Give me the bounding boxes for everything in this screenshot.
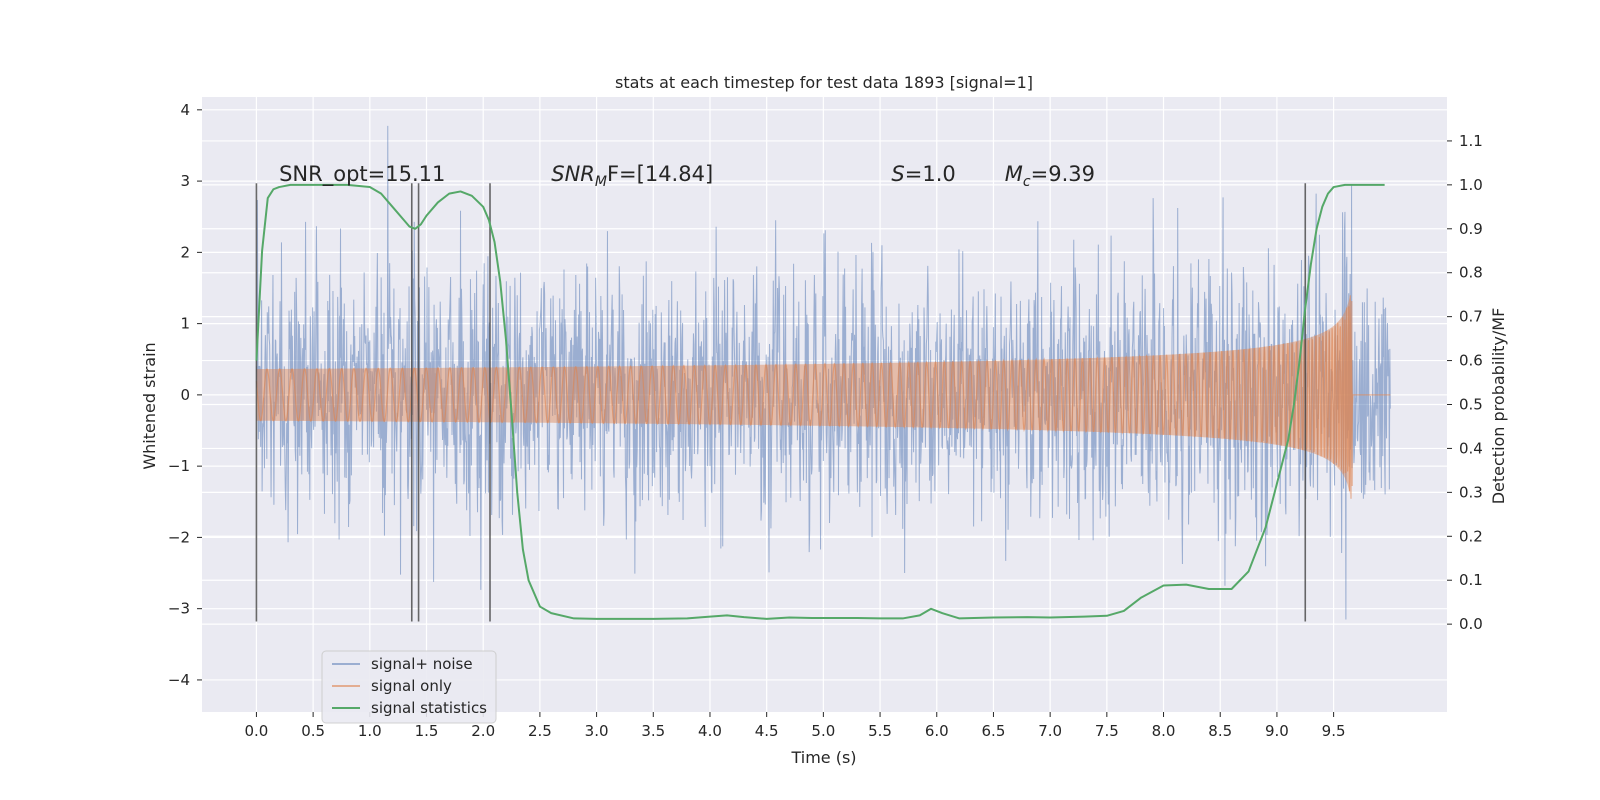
y-left-tick-label: −2 [168, 528, 190, 546]
annotation-value: =9.39 [1031, 162, 1095, 186]
legend-label-signal-only: signal only [371, 677, 452, 695]
legend-label-signal-statistics: signal statistics [371, 699, 487, 717]
y-right-axis-label: Detection probability/MF [1489, 308, 1508, 505]
chart-title: stats at each timestep for test data 189… [615, 73, 1033, 92]
y-left-tick-label: −4 [168, 671, 190, 689]
y-right-tick-label: 0.9 [1459, 220, 1483, 238]
signal-only-line [255, 295, 1391, 499]
x-tick-label: 2.0 [471, 722, 495, 740]
x-tick-label: 6.0 [925, 722, 949, 740]
x-tick-label: 1.5 [415, 722, 439, 740]
legend: signal+ noise signal only signal statist… [321, 650, 497, 724]
x-axis-ticks: 0.0 0.5 1.0 1.5 2.0 2.5 3.0 3.5 4.0 4.5 5.0 5.5 6.0 6… [244, 712, 1346, 740]
y-right-tick-label: 0.3 [1459, 483, 1483, 501]
annotation-value: =1.0 [905, 162, 956, 186]
x-tick-label: 7.0 [1038, 722, 1062, 740]
annotation-snr-mf: SNRMF=[14.84] [551, 162, 713, 190]
legend-box [321, 650, 497, 724]
y-left-tick-label: −3 [168, 600, 190, 618]
annotation-value: F=[14.84] [607, 162, 713, 186]
y-left-axis-label: Whitened strain [140, 342, 159, 469]
x-tick-label: 0.5 [301, 722, 325, 740]
y-left-tick-label: 4 [180, 101, 190, 119]
annotation-snr-opt: SNR_opt=15.11 [279, 162, 445, 187]
annotation-subscript: c [1023, 174, 1031, 190]
x-tick-label: 8.5 [1208, 722, 1232, 740]
y-right-tick-label: 0.6 [1459, 352, 1483, 370]
x-tick-label: 8.0 [1152, 722, 1176, 740]
y-left-tick-label: 0 [180, 386, 190, 404]
annotation-mc: Mc=9.39 [1005, 162, 1095, 190]
annotation-base: M [1005, 162, 1023, 186]
annotation-base: SNR [551, 162, 595, 186]
series-signal-statistics [255, 183, 1385, 620]
x-tick-label: 9.0 [1265, 722, 1289, 740]
annotation-base: S [891, 162, 904, 186]
y-right-tick-label: 0.8 [1459, 264, 1483, 282]
x-tick-label: 4.5 [755, 722, 779, 740]
legend-label-signal-plus-noise: signal+ noise [371, 655, 473, 673]
x-tick-label: 6.5 [982, 722, 1006, 740]
series-signal-plus-noise [255, 125, 1391, 620]
y-right-tick-label: 0.4 [1459, 439, 1483, 457]
y-left-tick-label: −1 [168, 457, 190, 475]
y-right-tick-label: 0.7 [1459, 308, 1483, 326]
vertical-markers [255, 183, 1307, 622]
y-left-tick-label: 2 [180, 243, 190, 261]
x-tick-label: 3.0 [585, 722, 609, 740]
y-right-axis-ticks: 0.0 0.1 0.2 0.3 0.4 0.5 0.6 0.7 0.8 0.9 1.0 1.1 [1447, 132, 1483, 633]
y-left-tick-label: 3 [180, 172, 190, 190]
x-tick-label: 5.0 [811, 722, 835, 740]
x-axis-label: Time (s) [790, 748, 856, 767]
y-left-tick-label: 1 [180, 315, 190, 333]
y-right-tick-label: 1.1 [1459, 132, 1483, 150]
x-tick-label: 1.0 [358, 722, 382, 740]
y-right-tick-label: 0.0 [1459, 615, 1483, 633]
x-tick-label: 2.5 [528, 722, 552, 740]
signal-only-envelope [256, 295, 1353, 495]
x-tick-label: 4.0 [698, 722, 722, 740]
y-left-axis-ticks: −4 −3 −2 −1 0 1 2 3 4 [168, 101, 202, 689]
annotation-s: S=1.0 [891, 162, 955, 186]
signal-statistics-line [255, 183, 1385, 620]
y-right-tick-label: 1.0 [1459, 176, 1483, 194]
x-tick-label: 9.5 [1322, 722, 1346, 740]
x-tick-label: 7.5 [1095, 722, 1119, 740]
y-right-tick-label: 0.5 [1459, 396, 1483, 414]
annotations: SNR_opt=15.11 SNRMF=[14.84] S=1.0 Mc=9.39 [279, 162, 1095, 190]
x-tick-label: 0.0 [244, 722, 268, 740]
x-tick-label: 5.5 [868, 722, 892, 740]
y-right-tick-label: 0.2 [1459, 527, 1483, 545]
signal-plus-noise-line [255, 125, 1391, 620]
series-signal-only [255, 295, 1391, 499]
x-tick-label: 3.5 [641, 722, 665, 740]
y-right-tick-label: 0.1 [1459, 571, 1483, 589]
annotation-subscript: M [595, 174, 607, 190]
